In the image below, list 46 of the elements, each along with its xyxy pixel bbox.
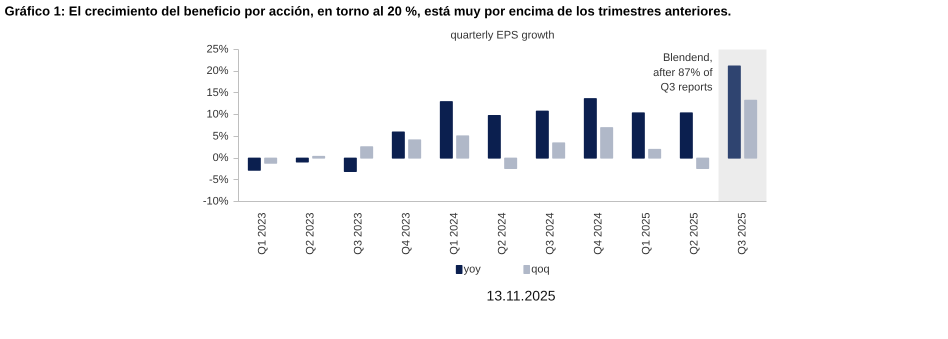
text: 13.11.2025 (486, 288, 556, 304)
x-tick-label: Q2 2024 (496, 212, 508, 255)
y-tick-label: -10% (202, 196, 229, 208)
chart-subtitle: quarterly EPS growth (450, 30, 554, 42)
y-tick-label: 10% (206, 108, 229, 121)
y-tick-label: 0% (212, 152, 229, 164)
y-tick-label: 20% (206, 65, 229, 78)
chart-title: Gráfico 1: El crecimiento del beneficio por acción, en torno al 20 %, está muy por encima de los trimestres anteriores. (4, 4, 732, 18)
bar (264, 158, 278, 164)
legend-label: qoq (531, 264, 550, 276)
x-tick-label: Q1 2024 (448, 212, 460, 255)
bar (680, 112, 693, 159)
bar (536, 110, 549, 159)
bar (360, 146, 374, 159)
bar (248, 158, 261, 171)
bar (392, 132, 405, 159)
bar (408, 139, 422, 159)
x-tick-label: Q1 2023 (256, 212, 268, 255)
bar (600, 127, 614, 159)
legend-label: yoy (464, 264, 482, 276)
y-tick-label: 5% (212, 130, 229, 142)
bar (296, 158, 309, 162)
x-tick-label: Q4 2023 (400, 212, 412, 255)
bar (632, 112, 645, 159)
x-tick-label: Q4 2024 (592, 212, 604, 255)
x-tick-label: Q1 2025 (640, 212, 652, 255)
bar (584, 98, 597, 159)
y-tick-label: 15% (206, 86, 229, 99)
x-tick-label: Q3 2024 (544, 212, 556, 255)
bar (456, 135, 470, 159)
bar (344, 158, 357, 172)
bar (696, 158, 710, 169)
bar (440, 101, 453, 159)
y-tick-label: -5% (208, 174, 229, 186)
bar (744, 100, 758, 159)
y-tick-label: 25% (206, 44, 229, 56)
x-tick-label: Q3 2025 (736, 212, 748, 255)
bar (648, 148, 662, 159)
band-label: Blendend, after 87% of Q3 reports (653, 52, 714, 94)
x-tick-label: Q2 2023 (304, 212, 316, 255)
bar (552, 142, 566, 159)
bar (488, 115, 501, 159)
bar (728, 66, 741, 159)
x-tick-label: Q3 2023 (352, 212, 364, 255)
x-tick-label: Q2 2025 (688, 212, 700, 255)
bar (504, 158, 518, 169)
